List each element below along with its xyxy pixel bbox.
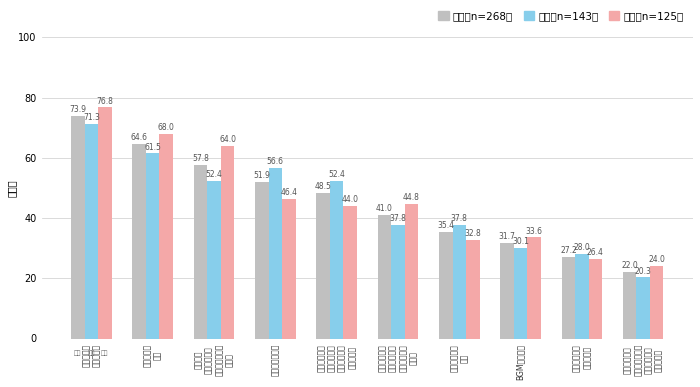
Bar <box>623 272 636 339</box>
Bar <box>269 168 282 339</box>
Bar <box>194 164 207 339</box>
Bar <box>344 206 357 339</box>
Text: 35.4: 35.4 <box>438 221 454 230</box>
Text: 31.7: 31.7 <box>498 232 515 241</box>
Bar <box>405 204 418 339</box>
Bar <box>575 254 589 339</box>
Text: 51.9: 51.9 <box>253 171 270 180</box>
Bar <box>561 257 575 339</box>
Text: 27.2: 27.2 <box>560 246 577 255</box>
Text: 44.8: 44.8 <box>403 193 420 202</box>
Text: 64.0: 64.0 <box>219 135 236 144</box>
Bar <box>132 144 146 339</box>
Text: 76.8: 76.8 <box>97 96 113 106</box>
Bar <box>255 182 269 339</box>
Y-axis label: （％）: （％） <box>7 179 17 197</box>
Text: 71.3: 71.3 <box>83 113 100 122</box>
Bar <box>636 277 650 339</box>
Bar <box>452 225 466 339</box>
Bar <box>85 124 98 339</box>
Text: 56.6: 56.6 <box>267 158 284 166</box>
Text: 20.3: 20.3 <box>635 267 652 276</box>
Text: 30.1: 30.1 <box>512 237 529 246</box>
Text: 46.4: 46.4 <box>280 188 298 197</box>
Bar <box>160 134 173 339</box>
Text: 22.0: 22.0 <box>622 262 638 271</box>
Text: 37.8: 37.8 <box>451 214 468 223</box>
Text: 32.8: 32.8 <box>464 229 481 238</box>
Text: 女性: 女性 <box>102 351 108 356</box>
Text: 男性: 男性 <box>88 351 95 356</box>
Bar <box>589 259 602 339</box>
Bar <box>439 232 452 339</box>
Bar <box>391 225 405 339</box>
Bar <box>500 243 514 339</box>
Text: 73.9: 73.9 <box>69 105 86 114</box>
Bar <box>316 192 330 339</box>
Bar <box>330 181 344 339</box>
Text: 37.8: 37.8 <box>389 214 407 223</box>
Bar <box>466 240 480 339</box>
Text: 52.4: 52.4 <box>328 170 345 179</box>
Text: 28.0: 28.0 <box>573 243 590 252</box>
Text: 44.0: 44.0 <box>342 195 358 204</box>
Text: 52.4: 52.4 <box>206 170 223 179</box>
Text: 64.6: 64.6 <box>131 133 148 142</box>
Bar <box>527 237 541 339</box>
Bar <box>71 116 85 339</box>
Text: 26.4: 26.4 <box>587 248 604 257</box>
Bar <box>98 107 111 339</box>
Text: 33.6: 33.6 <box>526 226 543 236</box>
Bar <box>282 199 295 339</box>
Text: 全体: 全体 <box>74 351 82 356</box>
Text: 41.0: 41.0 <box>376 204 393 213</box>
Bar <box>514 248 527 339</box>
Text: 61.5: 61.5 <box>144 142 161 152</box>
Text: 24.0: 24.0 <box>648 255 665 264</box>
Text: 57.8: 57.8 <box>192 154 209 163</box>
Bar <box>650 266 664 339</box>
Bar <box>378 215 391 339</box>
Bar <box>220 146 234 339</box>
Bar <box>207 181 220 339</box>
Text: 68.0: 68.0 <box>158 123 175 132</box>
Bar <box>146 153 160 339</box>
Text: 48.5: 48.5 <box>315 182 332 191</box>
Legend: 全体（n=268）, 男性（n=143）, 女性（n=125）: 全体（n=268）, 男性（n=143）, 女性（n=125） <box>434 7 688 25</box>
